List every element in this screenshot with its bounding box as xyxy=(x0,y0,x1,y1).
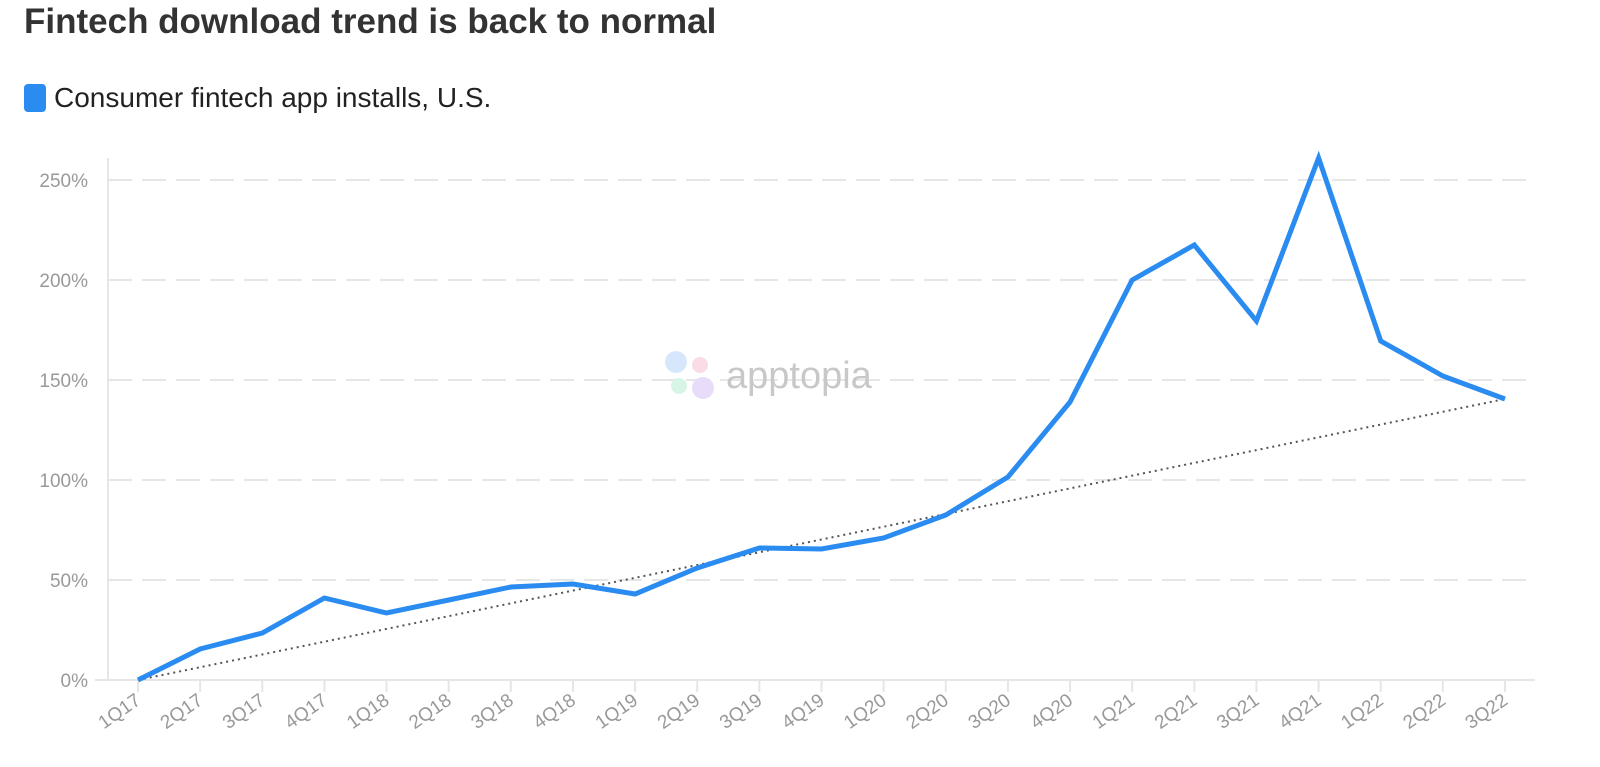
series-line xyxy=(136,150,1506,683)
x-tick-label: 4Q18 xyxy=(530,690,580,734)
y-tick-label: 150% xyxy=(39,371,88,392)
legend-label: Consumer fintech app installs, U.S. xyxy=(54,82,492,113)
x-tick-label: 4Q19 xyxy=(778,690,828,734)
x-tick-label: 2Q21 xyxy=(1151,690,1201,734)
x-tick-label: 4Q21 xyxy=(1275,690,1325,734)
x-tick-label: 1Q17 xyxy=(95,690,145,734)
x-tick-label: 2Q20 xyxy=(903,690,953,734)
x-tick-label: 3Q18 xyxy=(468,690,518,734)
x-tick-label: 3Q17 xyxy=(219,690,269,734)
apptopia-watermark: apptopia xyxy=(665,351,873,399)
x-tick-label: 1Q21 xyxy=(1089,690,1139,734)
trendline xyxy=(137,398,1506,681)
chart-title: Fintech download trend is back to normal xyxy=(24,2,717,41)
x-tick-label: 1Q19 xyxy=(592,690,642,734)
x-tick-label: 3Q21 xyxy=(1213,690,1263,734)
y-tick-label: 0% xyxy=(61,671,89,692)
watermark-text: apptopia xyxy=(726,355,873,397)
x-tick-label: 3Q20 xyxy=(965,690,1015,734)
y-tick-label: 200% xyxy=(39,271,88,292)
x-tick-label: 4Q20 xyxy=(1027,690,1077,734)
x-tick-label: 2Q17 xyxy=(157,690,207,734)
y-tick-label: 100% xyxy=(39,471,88,492)
x-tick-label: 1Q22 xyxy=(1337,690,1387,734)
y-tick-label: 250% xyxy=(39,171,88,192)
x-tick-label: 1Q20 xyxy=(840,690,890,734)
x-tick-label: 3Q19 xyxy=(716,690,766,734)
x-tick-label: 4Q17 xyxy=(281,690,331,734)
x-tick-label: 2Q19 xyxy=(654,690,704,734)
x-tick-label: 3Q22 xyxy=(1462,690,1512,734)
x-tick-label: 2Q22 xyxy=(1400,690,1450,734)
x-tick-label: 2Q18 xyxy=(405,690,455,734)
y-tick-label: 50% xyxy=(50,571,88,592)
legend-swatch xyxy=(24,84,46,112)
legend: Consumer fintech app installs, U.S. xyxy=(24,82,491,114)
x-tick-label: 1Q18 xyxy=(343,690,393,734)
